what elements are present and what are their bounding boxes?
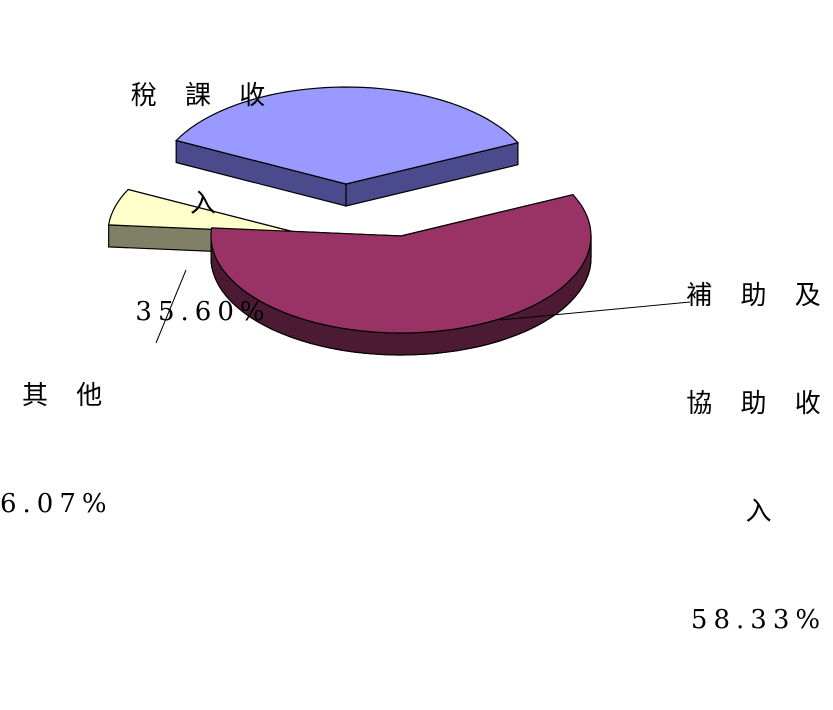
slice-label-other: 其 他 6.07% bbox=[0, 306, 140, 594]
pie-chart: 稅 課 收 入 35.60% 補 助 及 協 助 收 入 58.33% 其 他 … bbox=[0, 81, 821, 635]
pie-chart-plot bbox=[107, 86, 691, 356]
slice-label-other-percent: 6.07% bbox=[0, 489, 113, 519]
slice-other bbox=[107, 188, 299, 234]
slice-label-subsidy-line3: 入 bbox=[745, 497, 782, 527]
slice-label-subsidy-percent: 58.33% bbox=[690, 605, 827, 635]
slice-label-tax-line2: 入 bbox=[189, 189, 226, 219]
slice-subsidy bbox=[210, 194, 592, 334]
slice-label-tax-percent: 35.60% bbox=[135, 297, 271, 327]
slice-label-other-line1: 其 他 bbox=[22, 381, 113, 411]
slice-label-subsidy-line2: 協 助 收 bbox=[686, 389, 831, 419]
slice-label-subsidy: 補 助 及 協 助 收 入 58.33% bbox=[686, 206, 831, 710]
leader-line-other bbox=[155, 269, 187, 344]
slice-label-subsidy-line1: 補 助 及 bbox=[686, 281, 831, 311]
slice-tax bbox=[175, 86, 520, 185]
leader-line-subsidy bbox=[499, 301, 691, 321]
slice-label-tax: 稅 課 收 入 35.60% bbox=[118, 6, 288, 402]
slice-label-tax-line1: 稅 課 收 bbox=[130, 81, 276, 111]
